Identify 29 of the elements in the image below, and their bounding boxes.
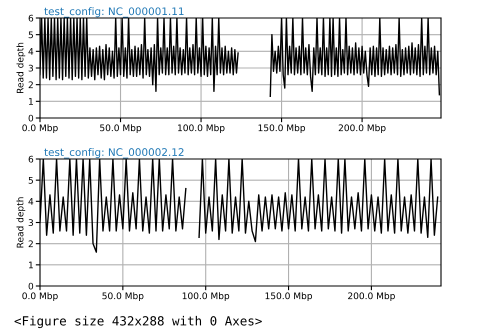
y-axis-title: Read depth: [16, 197, 26, 248]
x-tick-label: 0.0 Mbp: [22, 124, 58, 133]
y-axis-title: Read depth: [16, 42, 26, 94]
y-tick-label: 1: [29, 262, 33, 268]
y-tick-label: 5: [28, 32, 33, 38]
y-tick-label: 3: [28, 219, 34, 226]
y-tick-label: 4: [28, 198, 34, 205]
y-tick-label: 5: [28, 177, 33, 184]
x-tick-label: 50.0 Mbp: [100, 124, 142, 133]
y-tick-label: 6: [28, 14, 34, 22]
text: <Figure size 432x288 with 0 Axes>: [14, 316, 262, 328]
y-tick-label: 0: [28, 114, 34, 122]
x-tick-label: 0.0 Mbp: [22, 292, 58, 301]
x-tick-label: 150.0 Mbp: [258, 124, 306, 133]
x-tick-label: 100.0 Mbp: [178, 124, 225, 133]
y-tick-label: 1: [29, 98, 33, 105]
y-tick-label: 0: [28, 282, 34, 290]
y-tick-label: 2: [28, 81, 33, 88]
y-tick-label: 4: [28, 48, 34, 55]
chart-title: test_config: NC_000002.12: [44, 148, 184, 158]
x-tick-label: 200.0 Mbp: [348, 292, 395, 301]
x-tick-label: 200.0 Mbp: [338, 124, 386, 133]
y-tick-label: 2: [28, 240, 33, 248]
x-tick-label: 50.0 Mbp: [102, 292, 144, 301]
y-tick-label: 6: [28, 156, 34, 163]
chart-title: test_config: NC_000001.11: [44, 7, 184, 18]
y-tick-label: 3: [28, 64, 34, 72]
x-tick-label: 150.0 Mbp: [266, 292, 312, 301]
x-tick-label: 100.0 Mbp: [182, 292, 230, 301]
